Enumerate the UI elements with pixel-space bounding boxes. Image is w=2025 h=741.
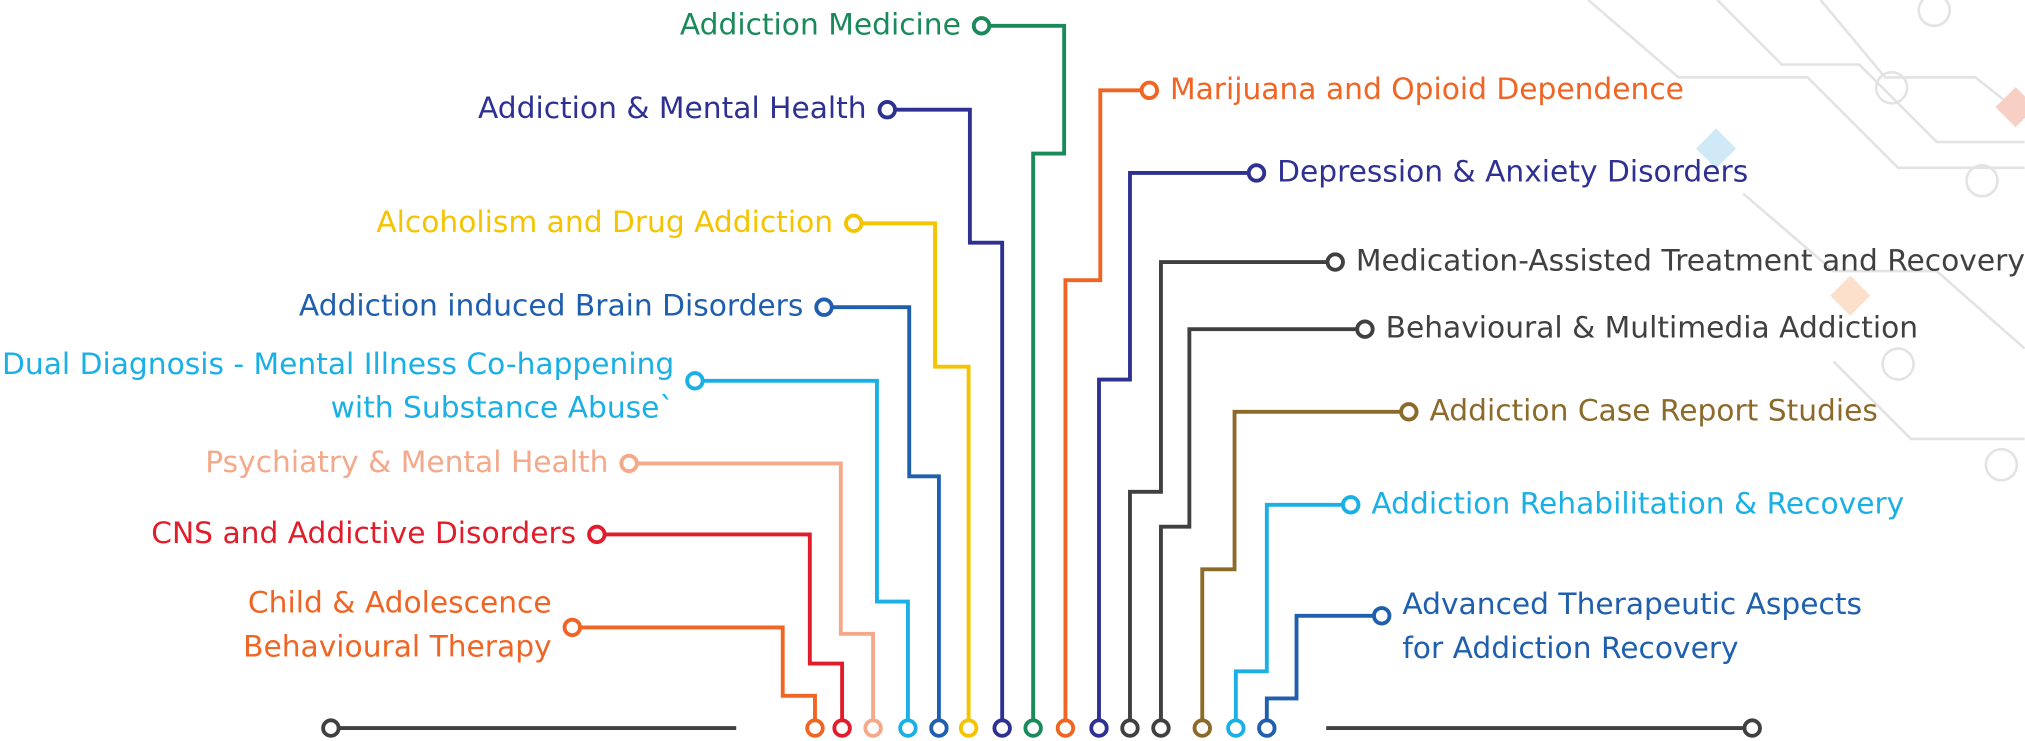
axis-dot [834, 720, 849, 735]
axis-dot [1195, 720, 1210, 735]
axis-dot [1058, 720, 1073, 735]
connector [695, 381, 908, 721]
axis-dot [1091, 720, 1106, 735]
topic-label: Behavioural & Multimedia Addiction [1386, 311, 1919, 346]
node-dot [1357, 321, 1372, 336]
node-dot [621, 456, 636, 471]
topic-label: Depression & Anxiety Disorders [1277, 154, 1748, 189]
axis-dot [865, 720, 880, 735]
connector [887, 110, 1002, 721]
node-dot [1343, 497, 1358, 512]
diagram: Addiction Medicine Addiction & Mental Hea… [0, 0, 2025, 741]
connector [1236, 505, 1351, 721]
connector [1267, 616, 1382, 721]
connector [1065, 90, 1149, 720]
node-dot [846, 216, 861, 231]
connector [629, 463, 873, 720]
topic-label: Addiction & Mental Health [478, 91, 867, 126]
node-dot [974, 18, 989, 33]
axis-dot [1122, 720, 1137, 735]
topic-label: Addiction Case Report Studies [1429, 393, 1877, 428]
topic-label: Addiction Medicine [680, 7, 961, 42]
axis-dot [900, 720, 915, 735]
connector [982, 26, 1065, 721]
axis-dot [1153, 720, 1168, 735]
topic-label: Behavioural Therapy [243, 630, 552, 665]
node-dot [1401, 404, 1416, 419]
axis-dot [1025, 720, 1040, 735]
topic-label: CNS and Addictive Disorders [151, 516, 576, 551]
topic-label: Medication-Assisted Treatment and Recove… [1356, 244, 2025, 279]
topic-label: Addiction Rehabilitation & Recovery [1371, 486, 1904, 521]
axis-dot [807, 720, 822, 735]
node-dot [880, 102, 895, 117]
axis-dot [1228, 720, 1243, 735]
connector [1202, 412, 1409, 721]
node-dot [1327, 254, 1342, 269]
connector [1161, 329, 1365, 720]
topic-label: Psychiatry & Mental Health [205, 445, 608, 480]
node-dot [589, 527, 604, 542]
topic-label: Dual Diagnosis - Mental Illness Co-happe… [2, 347, 674, 382]
node-dot [1374, 608, 1389, 623]
axis-dot [931, 720, 946, 735]
topic-label: Alcoholism and Drug Addiction [376, 205, 833, 240]
topic-label: Addiction induced Brain Disorders [299, 289, 803, 324]
axis-dot [994, 720, 1009, 735]
node-dot [1249, 165, 1264, 180]
axis-dot [1259, 720, 1274, 735]
topic-label: Child & Adolescence [248, 586, 552, 621]
axis-dot [961, 720, 976, 735]
node-dot [816, 299, 831, 314]
node-dot [1142, 83, 1157, 98]
topic-label: Advanced Therapeutic Aspects [1402, 587, 1862, 622]
node-dot [687, 373, 702, 388]
node-dot [565, 620, 580, 635]
topic-label: with Substance Abuse` [331, 391, 675, 426]
connector [572, 627, 815, 720]
topic-label: Marijuana and Opioid Dependence [1170, 72, 1684, 107]
topic-label: for Addiction Recovery [1402, 631, 1738, 666]
